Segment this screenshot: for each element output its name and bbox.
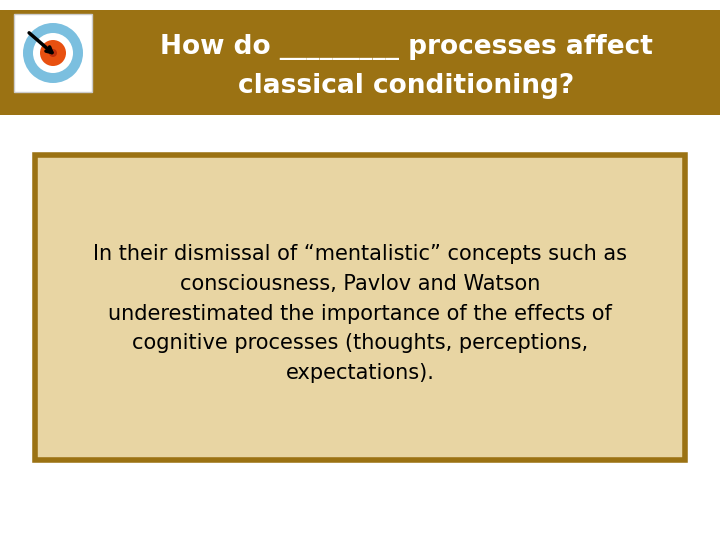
Text: How do _________ processes affect: How do _________ processes affect (160, 33, 652, 60)
Circle shape (33, 33, 73, 73)
Bar (0, 10, 720, 115)
Circle shape (23, 23, 83, 83)
Circle shape (40, 40, 66, 66)
Text: classical conditioning?: classical conditioning? (238, 72, 574, 99)
Bar (14, 14, 92, 92)
Bar (35, 155, 685, 460)
Circle shape (49, 49, 57, 57)
Text: In their dismissal of “mentalistic” concepts such as
consciousness, Pavlov and W: In their dismissal of “mentalistic” conc… (93, 245, 627, 383)
